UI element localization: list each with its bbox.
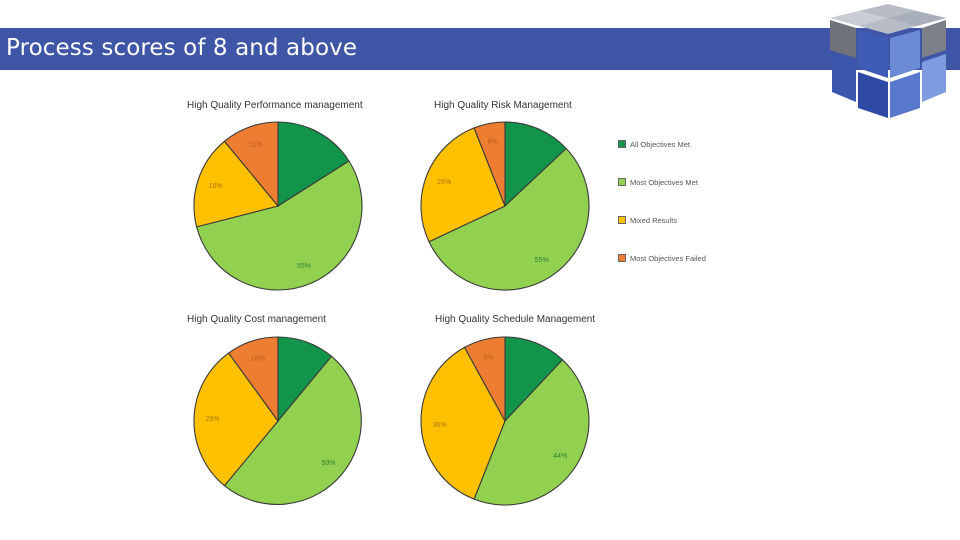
legend-item: Most Objectives Met: [618, 175, 698, 189]
chart-title: High Quality Risk Management: [434, 100, 572, 111]
pie-chart-2: High Quality Risk Management 13% 55% 26% 6%: [420, 100, 590, 291]
title-banner: Process scores of 8 and above: [0, 28, 960, 70]
logo-front-left: [858, 30, 888, 78]
legend-swatch: [618, 140, 626, 148]
slice-label: 6%: [488, 139, 498, 146]
pie-slice-most-objectives-met: [223, 355, 362, 505]
slice-label: 13%: [524, 143, 538, 150]
logo-bottom-mid: [858, 72, 888, 118]
slice-label: 26%: [437, 179, 451, 186]
cube-logo: [830, 4, 946, 118]
chart-legend: All Objectives Met Most Objectives Met Mix…: [618, 134, 758, 274]
slide-title: Process scores of 8 and above: [6, 35, 358, 61]
pie-slice-mixed-results: [193, 352, 279, 487]
slice-label: 8%: [484, 355, 494, 362]
slice-label: 16%: [303, 146, 317, 153]
pie-slice-all-objectives-met: [504, 121, 568, 208]
slice-label: 10%: [251, 356, 265, 363]
legend-swatch: [618, 216, 626, 224]
slice-label: 55%: [535, 257, 549, 264]
pie-slice-most-objectives-met: [195, 160, 363, 291]
pie-slice-most-objectives-failed: [463, 336, 506, 422]
logo-top-left: [830, 11, 888, 26]
logo-bottom-left: [832, 54, 856, 102]
slice-label: 11%: [249, 141, 262, 148]
logo-right-upper: [922, 20, 946, 58]
legend-item: All Objectives Met: [618, 137, 690, 151]
pie-slice-mixed-results: [193, 140, 279, 228]
slice-label: 55%: [297, 263, 311, 270]
logo-top-right: [888, 11, 946, 26]
logo-bottom-mid2: [890, 72, 920, 118]
logo-front-right: [890, 30, 920, 78]
legend-label: Most Objectives Failed: [630, 253, 706, 263]
slice-label: 12%: [522, 357, 536, 364]
pie-charts-area: High Quality Performance management 16% 55…: [187, 100, 595, 506]
pie-chart-1: High Quality Performance management 16% 55…: [187, 100, 363, 291]
legend-label: Mixed Results: [630, 215, 678, 225]
pie-slice-most-objectives-met: [473, 358, 590, 506]
slice-label: 36%: [433, 422, 447, 429]
pie-slice-all-objectives-met: [277, 121, 350, 208]
legend-label: Most Objectives Met: [630, 177, 698, 187]
pie-chart-4: High Quality Schedule Management 12% 44% 36…: [420, 314, 595, 506]
logo-bottom-right: [922, 54, 946, 102]
chart-title: High Quality Schedule Management: [435, 314, 595, 325]
legend-swatch: [618, 254, 626, 262]
pie-slice-most-objectives-met: [428, 147, 590, 291]
slice-label: 29%: [205, 416, 219, 423]
chart-title: High Quality Cost management: [187, 314, 326, 325]
legend-item: Most Objectives Failed: [618, 251, 706, 265]
pie-slice-mixed-results: [420, 127, 506, 243]
pie-slice-mixed-results: [420, 346, 506, 500]
pie-slice-most-objectives-failed: [227, 336, 279, 423]
logo-left-upper: [830, 20, 856, 58]
pie-slice-all-objectives-met: [504, 336, 564, 423]
slice-label: 18%: [209, 183, 223, 190]
legend-swatch: [618, 178, 626, 186]
legend-item: Mixed Results: [618, 213, 677, 227]
slice-label: 50%: [321, 460, 335, 467]
pie-slice-most-objectives-failed: [473, 121, 506, 207]
pie-chart-3: High Quality Cost management 11% 50% 29% 10%: [187, 314, 362, 505]
pie-slice-most-objectives-failed: [223, 121, 279, 208]
slice-label: 11%: [293, 356, 307, 363]
slice-label: 44%: [553, 453, 567, 460]
chart-title: High Quality Performance management: [187, 100, 363, 111]
legend-label: All Objectives Met: [630, 139, 691, 149]
